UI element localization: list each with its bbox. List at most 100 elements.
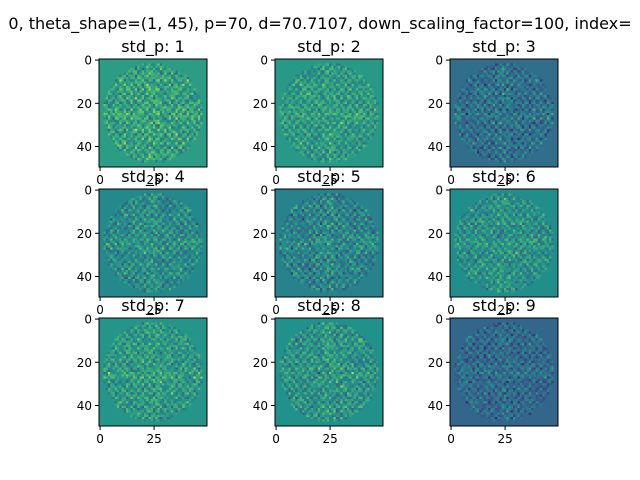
heatmap-cell (492, 155, 496, 159)
heatmap-cell (342, 83, 345, 87)
heatmap-cell (139, 151, 142, 154)
heatmap-cell (290, 101, 294, 105)
heatmap-cell (322, 146, 325, 150)
heatmap-cell (162, 119, 165, 123)
heatmap-cell (526, 79, 529, 82)
heatmap-cell (128, 220, 131, 223)
heatmap-cell (290, 92, 294, 96)
heatmap-cell (175, 110, 178, 114)
heatmap-cell (335, 135, 339, 138)
heatmap-cell (315, 95, 318, 98)
heatmap-cell (463, 108, 466, 111)
heatmap-cell (157, 202, 160, 205)
heatmap-cell (297, 86, 300, 89)
heatmap-cell (474, 124, 478, 127)
heatmap-cell (148, 77, 151, 80)
heatmap-cell (290, 83, 294, 87)
heatmap-cell (119, 110, 122, 114)
heatmap-cell (135, 140, 138, 143)
heatmap-cell (175, 153, 178, 156)
heatmap-cell (304, 72, 307, 75)
heatmap-cell (315, 158, 318, 161)
heatmap-cell (335, 110, 339, 114)
heatmap-cell (331, 83, 334, 87)
heatmap-cell (522, 106, 525, 109)
heatmap-cell (157, 216, 160, 219)
heatmap-cell (164, 151, 167, 154)
heatmap-cell (119, 92, 122, 96)
heatmap-cell (353, 131, 357, 134)
heatmap-cell (546, 104, 550, 107)
heatmap-cell (173, 151, 176, 154)
heatmap-cell (184, 209, 187, 212)
heatmap-cell (470, 135, 473, 138)
heatmap-cell (486, 131, 489, 134)
heatmap-cell (105, 106, 109, 109)
heatmap-cell (313, 74, 316, 78)
heatmap-cell (150, 77, 154, 80)
heatmap-cell (114, 117, 118, 120)
heatmap-cell (479, 72, 482, 75)
heatmap-cell (148, 68, 151, 71)
heatmap-cell (317, 79, 321, 82)
heatmap-cell (324, 144, 327, 147)
heatmap-cell (304, 77, 307, 80)
heatmap-cell (290, 99, 294, 102)
heatmap-cell (123, 128, 127, 132)
heatmap-cell (173, 79, 176, 82)
heatmap-cell (135, 131, 138, 134)
heatmap-cell (126, 200, 129, 203)
heatmap-cell (531, 97, 534, 100)
heatmap-cell (315, 88, 318, 91)
heatmap-cell (123, 218, 127, 221)
heatmap-cell (472, 97, 475, 100)
heatmap-cell (130, 72, 133, 75)
heatmap-cell (184, 128, 187, 132)
heatmap-cell (150, 90, 154, 93)
heatmap-cell (146, 115, 149, 118)
heatmap-cell (295, 133, 298, 136)
heatmap-cell (510, 124, 514, 127)
heatmap-cell (331, 70, 334, 73)
heatmap-cell (338, 131, 341, 134)
heatmap-cell (320, 153, 323, 156)
heatmap-cell (132, 106, 136, 109)
heatmap-cell (490, 137, 493, 141)
heatmap-cell (155, 153, 158, 156)
heatmap-cell (114, 90, 118, 93)
heatmap-cell (308, 122, 312, 125)
heatmap-cell (144, 110, 147, 114)
heatmap-cell (168, 158, 172, 161)
heatmap-cell (360, 101, 363, 105)
heatmap-cell (123, 213, 127, 217)
heatmap-cell (299, 151, 303, 154)
heatmap-cell (306, 140, 309, 143)
heatmap-cell (119, 79, 122, 82)
heatmap-cell (173, 218, 176, 221)
heatmap-cell (477, 124, 480, 127)
heatmap-cell (326, 65, 330, 69)
heatmap-cell (153, 195, 156, 199)
heatmap-cell (164, 146, 167, 150)
heatmap-cell (515, 65, 518, 69)
heatmap-cell (123, 77, 127, 80)
heatmap-cell (117, 95, 120, 98)
heatmap-cell (490, 117, 493, 120)
heatmap-cell (329, 131, 332, 134)
heatmap-cell (139, 115, 142, 118)
heatmap-cell (135, 113, 138, 116)
heatmap-cell (495, 126, 498, 129)
heatmap-cell (144, 83, 147, 87)
heatmap-cell (177, 70, 181, 73)
heatmap-cell (526, 128, 529, 132)
heatmap-cell (362, 113, 366, 116)
heatmap-cell (315, 108, 318, 111)
heatmap-cell (308, 140, 312, 143)
heatmap-cell (135, 202, 138, 205)
heatmap-cell (472, 133, 475, 136)
heatmap-cell (344, 144, 348, 147)
heatmap-cell (358, 83, 361, 87)
heatmap-cell (164, 115, 167, 118)
heatmap-cell (477, 79, 480, 82)
heatmap-cell (132, 133, 136, 136)
